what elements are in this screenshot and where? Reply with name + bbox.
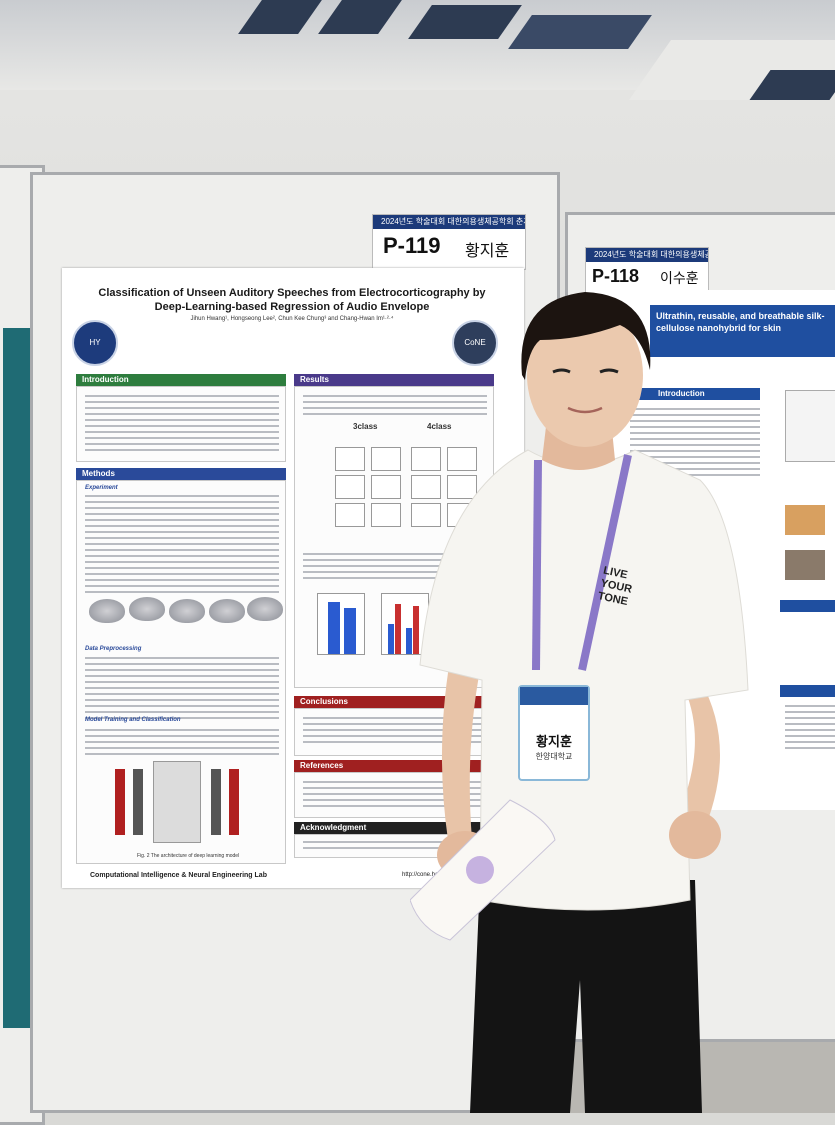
ecog-input-block — [115, 769, 125, 835]
envelope-plot-1 — [335, 447, 365, 471]
conclusions-heading: Conclusions — [294, 696, 494, 708]
envelope-plot-2 — [371, 447, 401, 471]
presenter-name: 황지훈 — [465, 243, 510, 260]
poster-number-tag-2: 2024년도 학술대회 대한의용생체공학회 춘계학술대회 P-118 이수훈 — [585, 247, 709, 295]
neighbor-intro-heading: Introduction — [658, 389, 705, 398]
envelope-plot-8 — [447, 475, 477, 499]
experiment-subhead: Experiment — [85, 485, 118, 491]
envelope-plot-10 — [371, 503, 401, 527]
methods-box: Experiment Data Preprocessing Model Trai… — [76, 480, 286, 864]
introduction-heading: Introduction — [76, 374, 286, 386]
acknowledgment-heading: Acknowledgment — [294, 822, 494, 834]
name-badge: 황지훈 한양대학교 — [518, 685, 590, 781]
envelope-plot-5 — [335, 475, 365, 499]
brain-electrode-image-2 — [129, 597, 165, 621]
envelope-plot-9 — [335, 503, 365, 527]
envelope-plot-11 — [411, 503, 441, 527]
poster-title: Classification of Unseen Auditory Speech… — [98, 287, 486, 313]
poster-authors: Jihun Hwang¹, Hongseong Lee², Chun Kee C… — [190, 316, 394, 322]
lab-logo: CoNE — [452, 320, 498, 366]
training-subhead: Model Training and Classification — [85, 717, 181, 723]
poster-id-2: P-118 — [592, 266, 640, 286]
linear-layer-block — [133, 769, 143, 835]
poster-number-tag: 2024년도 학술대회 대한의용생체공학회 춘계학술대회 P-119 황지훈 — [372, 214, 526, 270]
brain-electrode-image-4 — [209, 599, 245, 623]
preprocessing-subhead: Data Preprocessing — [85, 646, 142, 652]
envelope-plot-7 — [411, 475, 441, 499]
neighbor-poster-title: Ultrathin, reusable, and breathable silk… — [656, 311, 825, 333]
person-figure — [409, 292, 749, 1113]
audio-envelope-block — [229, 769, 239, 835]
brain-electrode-image-1 — [89, 599, 125, 623]
brain-electrode-image-3 — [169, 599, 205, 623]
accuracy-bar-chart-a — [317, 593, 365, 655]
university-logo: HY — [72, 320, 118, 366]
model-figure-caption: Fig. 2 The architecture of deep learning… — [137, 853, 240, 859]
methods-heading: Methods — [76, 468, 286, 480]
envelope-plot-4 — [447, 447, 477, 471]
introduction-box — [76, 386, 286, 462]
envelope-plot-6 — [371, 475, 401, 499]
results-4class-label: 4class — [427, 422, 452, 431]
person: LIVE YOUR TONE 황지훈 한양대학교 — [409, 280, 770, 1113]
badge-affiliation: 한양대학교 — [535, 752, 573, 761]
results-heading: Results — [294, 374, 494, 386]
lab-name-footer: Computational Intelligence & Neural Engi… — [90, 872, 267, 879]
poster-id: P-119 — [383, 233, 441, 258]
linear-layer-block-2 — [211, 769, 221, 835]
results-3class-label: 3class — [353, 422, 378, 431]
accuracy-bar-chart-b — [381, 593, 429, 655]
envelope-plot-3 — [411, 447, 441, 471]
tag-header-2: 2024년도 학술대회 대한의용생체공학회 춘계학술대회 — [586, 248, 708, 262]
badge-name: 황지훈 — [536, 734, 572, 749]
tag-header: 2024년도 학술대회 대한의용생체공학회 춘계학술대회 — [373, 215, 525, 229]
brain-electrode-image-5 — [247, 597, 283, 621]
ceiling — [0, 0, 835, 100]
bilstm-block — [153, 761, 201, 843]
presenter-name-2: 이수훈 — [660, 270, 699, 286]
